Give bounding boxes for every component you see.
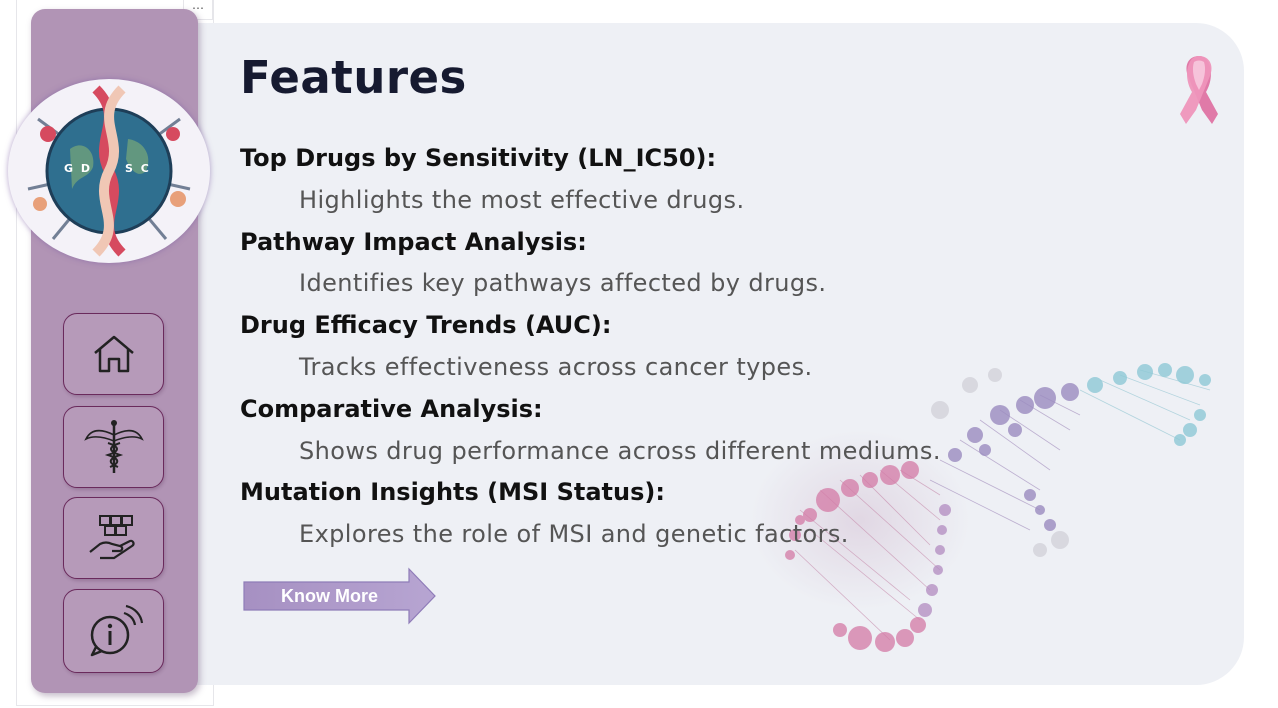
info-bubble-icon — [90, 604, 143, 657]
feature-heading: Pathway Impact Analysis: — [240, 228, 587, 256]
nav-info-button[interactable] — [63, 589, 164, 673]
logo-letters-left: G D — [64, 162, 92, 175]
feature-heading: Comparative Analysis: — [240, 395, 543, 423]
features-card — [188, 23, 1244, 685]
feature-description: Explores the role of MSI and genetic fac… — [299, 520, 849, 548]
logo-letters-right: S C — [125, 162, 151, 175]
nav-medical-button[interactable] — [63, 406, 164, 488]
dna-helix-illustration — [750, 363, 1211, 652]
feature-description: Highlights the most effective drugs. — [299, 186, 745, 214]
page-title: Features — [240, 51, 467, 104]
feature-heading: Top Drugs by Sensitivity (LN_IC50): — [240, 144, 717, 172]
feature-description: Identifies key pathways affected by drug… — [299, 269, 827, 297]
feature-description: Shows drug performance across different … — [299, 437, 941, 465]
gdsc-dna-globe-logo — [8, 79, 210, 263]
nav-drugs-button[interactable] — [63, 497, 164, 579]
pink-ribbon-icon — [1180, 56, 1218, 124]
home-icon — [93, 335, 134, 373]
hand-boxes-icon — [88, 515, 135, 560]
nav-home-button[interactable] — [63, 313, 164, 395]
feature-description: Tracks effectiveness across cancer types… — [299, 353, 813, 381]
caduceus-icon — [83, 420, 144, 473]
know-more-button[interactable] — [241, 567, 437, 625]
feature-heading: Drug Efficacy Trends (AUC): — [240, 311, 612, 339]
feature-heading: Mutation Insights (MSI Status): — [240, 478, 665, 506]
